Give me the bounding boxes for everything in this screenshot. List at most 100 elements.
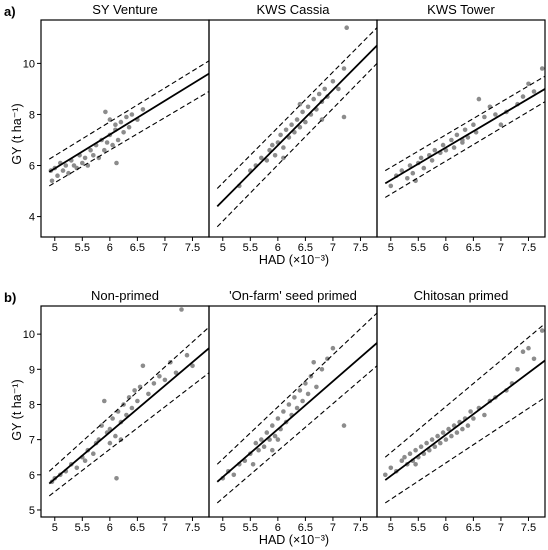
- data-point: [341, 423, 347, 428]
- facet-frame: [208, 305, 378, 518]
- data-point: [424, 440, 429, 446]
- x-tick-label: 5: [52, 242, 58, 254]
- lower-interval-line: [216, 365, 377, 504]
- data-point: [402, 454, 407, 460]
- data-point: [482, 412, 487, 418]
- facet-2: 'On-farm' seed primed 5 5.5 6 6.5 7 7.5: [208, 288, 378, 534]
- facet-title: 'On-farm' seed primed: [229, 288, 357, 303]
- data-point: [440, 430, 446, 435]
- x-tick-label: 7: [162, 522, 168, 534]
- x-tick-label: 6: [443, 242, 449, 254]
- upper-interval-line: [48, 60, 209, 160]
- data-point: [272, 153, 278, 158]
- data-point: [305, 104, 311, 110]
- data-point: [418, 444, 424, 450]
- x-tick-label: 7.5: [185, 242, 200, 254]
- data-point: [300, 109, 305, 115]
- facet-frame: [40, 19, 210, 238]
- data-point: [407, 163, 413, 168]
- facet-frame: [376, 19, 546, 238]
- data-point: [429, 437, 435, 442]
- data-point: [407, 451, 413, 457]
- data-point: [468, 409, 473, 414]
- regression-line: [48, 72, 209, 173]
- data-point: [259, 437, 264, 442]
- data-point: [272, 433, 278, 439]
- data-point: [121, 130, 126, 135]
- data-point: [531, 356, 537, 362]
- data-point: [286, 402, 292, 407]
- x-tick-label: 6: [275, 242, 281, 254]
- facet-title: Non-primed: [91, 288, 159, 303]
- panel-b: b) GY (t ha⁻¹) HAD (×10⁻³) Non-primed 5 5.…: [4, 288, 546, 547]
- data-point: [107, 440, 113, 446]
- facet-title: SY Venture: [92, 2, 158, 17]
- facet-frame: [376, 305, 546, 518]
- regression-line: [216, 342, 377, 483]
- data-point: [303, 119, 308, 125]
- x-tick-label: 6.5: [466, 522, 481, 534]
- x-tick-label: 6.5: [130, 242, 145, 254]
- x-tick-label: 7.5: [353, 522, 368, 534]
- data-point: [410, 170, 416, 176]
- data-point: [113, 433, 118, 439]
- data-point: [151, 381, 157, 386]
- data-point: [113, 122, 118, 127]
- data-point: [297, 101, 303, 107]
- data-point: [115, 137, 121, 143]
- data-point: [132, 388, 137, 393]
- facets-a: SY Venture 5 5.5 6 6.5 7 7.5 4 6 8 10 KWS Cassia 5 5.…: [23, 2, 546, 254]
- data-point: [341, 66, 347, 71]
- panel-label-b: b): [4, 290, 16, 305]
- data-point: [256, 447, 261, 453]
- x-axis-title-b: HAD (×10⁻³): [259, 533, 329, 547]
- x-tick-label: 5.5: [243, 522, 258, 534]
- data-point: [135, 398, 140, 404]
- data-point: [281, 409, 286, 414]
- data-point: [383, 472, 388, 478]
- data-point: [322, 86, 328, 92]
- data-point: [300, 398, 305, 404]
- data-point: [124, 114, 129, 120]
- regression-line: [216, 44, 377, 207]
- y-tick-label: 8: [29, 109, 35, 121]
- x-tick-label: 7.5: [353, 242, 368, 254]
- data-point: [118, 437, 124, 442]
- regression-line: [384, 88, 545, 185]
- data-point: [454, 430, 460, 435]
- data-point: [190, 363, 195, 369]
- data-point: [294, 405, 300, 411]
- y-tick-label: 4: [29, 212, 35, 224]
- y-tick-label: 5: [29, 505, 35, 517]
- regression-line: [384, 359, 545, 481]
- data-point: [405, 176, 410, 181]
- data-point: [526, 81, 531, 87]
- data-point: [515, 367, 520, 372]
- data-point: [102, 398, 107, 404]
- upper-interval-line: [216, 27, 377, 189]
- x-tick-label: 6.5: [130, 522, 145, 534]
- data-point: [82, 155, 88, 161]
- facet-title: KWS Cassia: [257, 2, 331, 17]
- data-point: [63, 163, 69, 168]
- data-point: [336, 86, 341, 92]
- data-point: [129, 112, 135, 117]
- y-tick-label: 8: [29, 399, 35, 411]
- data-point: [316, 91, 322, 97]
- upper-interval-line: [216, 312, 377, 465]
- x-tick-label: 6.5: [466, 242, 481, 254]
- data-point: [278, 132, 283, 138]
- lower-interval-line: [384, 396, 545, 504]
- x-tick-label: 5: [388, 242, 394, 254]
- panel-a: a) GY (t ha⁻¹) HAD (×10⁻³) SY Venture 5 5.…: [4, 2, 546, 267]
- data-point: [297, 388, 303, 393]
- facet-3: KWS Tower 5 5.5 6 6.5 7 7.5: [376, 2, 546, 254]
- data-point: [476, 96, 482, 102]
- data-point: [275, 437, 281, 442]
- data-point: [539, 66, 545, 71]
- x-tick-label: 5: [388, 522, 394, 534]
- data-point: [438, 440, 443, 446]
- data-point: [173, 370, 179, 376]
- data-point: [325, 356, 330, 362]
- points: [237, 25, 350, 189]
